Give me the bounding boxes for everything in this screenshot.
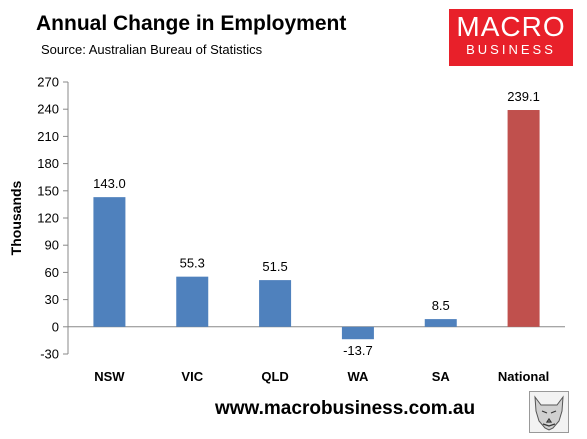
data-label: 8.5 [432,298,450,313]
y-tick-label: 150 [37,183,59,198]
wolf-icon [529,391,569,433]
y-tick-label: 270 [37,75,59,90]
data-label: 51.5 [262,259,287,274]
bar-wa [341,326,374,340]
y-tick-label: 120 [37,211,59,226]
y-tick-label: 180 [37,156,59,171]
x-tick-label: SA [432,369,451,384]
website-url: www.macrobusiness.com.au [215,398,476,419]
y-tick-label: 90 [45,238,59,253]
data-label: 239.1 [507,89,540,104]
x-tick-label: WA [347,369,369,384]
y-axis-title: Thousands [8,180,24,255]
plot-area: -30 0 30 60 90 120 150 180 210 240 270 Thousands 143… [8,75,565,384]
macrobusiness-logo: MACRO BUSINESS [449,9,573,66]
data-label: 55.3 [180,256,205,271]
chart-source: Source: Australian Bureau of Statistics [41,42,263,57]
y-tick-label: -30 [40,347,59,362]
bar-sa [424,319,457,327]
bar-nsw [93,197,126,327]
chart-title: Annual Change in Employment [36,12,347,35]
y-tick-label: 0 [52,319,59,334]
bar-qld [259,280,292,327]
bar-chart: -30 0 30 60 90 120 150 180 210 240 270 Thousands 143… [8,75,565,384]
x-tick-label: QLD [261,369,288,384]
logo-line2: BUSINESS [466,42,556,57]
bar-national [507,110,540,327]
y-tick-label: 60 [45,265,59,280]
bar-vic [176,276,209,327]
y-tick-label: 240 [37,102,59,117]
x-tick-label: National [498,369,549,384]
y-tick-label: 210 [37,129,59,144]
data-label: -13.7 [343,343,373,358]
logo-line1: MACRO [456,11,566,42]
data-label: 143.0 [93,176,126,191]
x-tick-label: VIC [181,369,203,384]
y-tick-label: 30 [45,292,59,307]
x-tick-label: NSW [94,369,125,384]
